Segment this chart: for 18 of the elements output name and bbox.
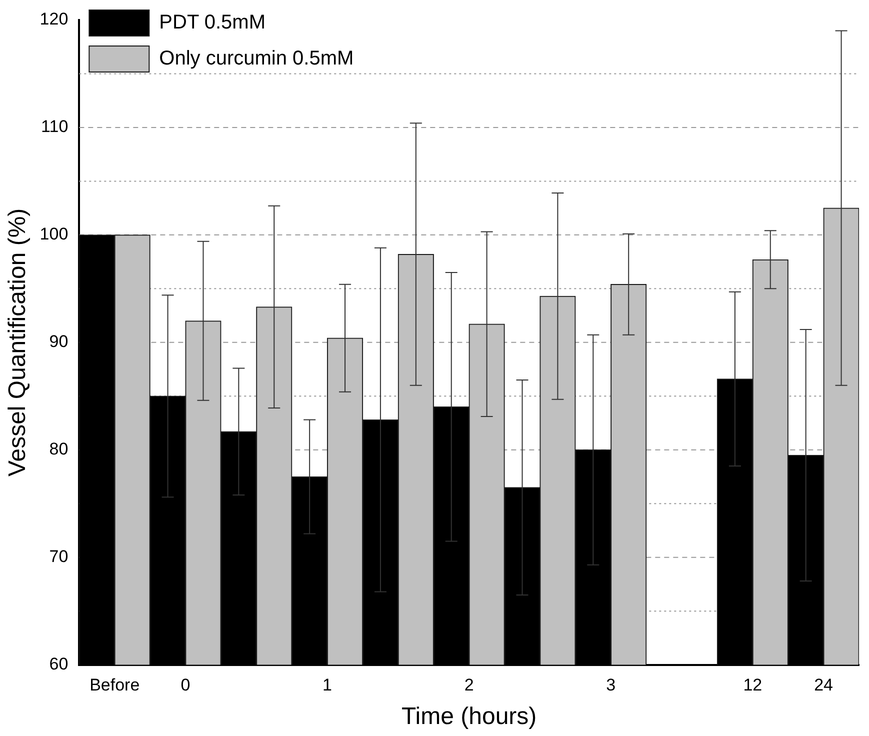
y-tick-label: 110 xyxy=(41,117,68,136)
x-tick-label: Before xyxy=(90,676,140,695)
x-tick-label: 2 xyxy=(464,676,474,695)
x-tick-label: 12 xyxy=(743,676,762,695)
y-tick-label: 60 xyxy=(49,654,68,674)
y-tick-label: 100 xyxy=(40,224,68,244)
x-tick-label: 1 xyxy=(322,676,332,695)
x-tick-label: 24 xyxy=(814,676,834,695)
legend-label: Only curcumin 0.5mM xyxy=(159,48,354,70)
y-tick-label: 80 xyxy=(49,440,68,459)
y-axis-title: Vessel Quantification (%) xyxy=(4,208,32,476)
y-tick-label: 70 xyxy=(49,547,68,566)
y-tick-label: 120 xyxy=(40,10,68,29)
x-axis-title: Time (hours) xyxy=(402,703,537,730)
legend-label: PDT 0.5mM xyxy=(159,12,266,34)
x-tick-label: 3 xyxy=(606,676,616,695)
y-tick-label: 90 xyxy=(49,332,68,352)
x-tick-label: 0 xyxy=(180,676,190,695)
